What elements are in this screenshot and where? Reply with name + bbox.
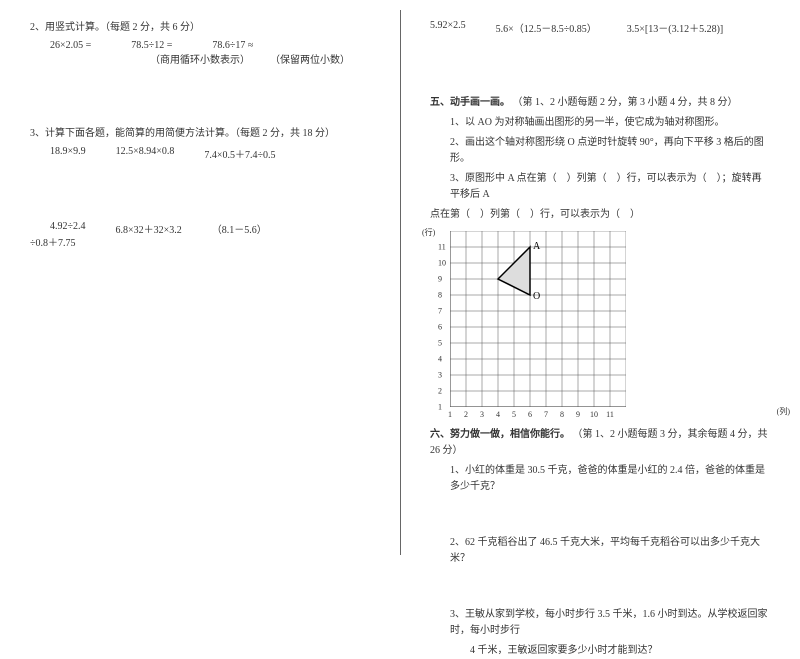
s5-item-3a: 3、原图形中 A 点在第（ ）列第（ ）行，可以表示为（ ）；旋转再平移后 A xyxy=(430,171,770,203)
x-label-10: 10 xyxy=(590,410,598,419)
q3-r2-2: 6.8×32＋32×3.2 xyxy=(116,221,182,236)
top-expr-1: 5.92×2.5 xyxy=(430,20,466,35)
right-column: 5.92×2.5 5.6×（12.5－8.5÷0.85） 3.5×[13－(3.… xyxy=(400,0,800,565)
x-label-3: 3 xyxy=(480,410,484,419)
q3-title: 3、计算下面各题，能简算的用简便方法计算。（每题 2 分，共 18 分） xyxy=(30,126,370,142)
svg-text:A: A xyxy=(533,241,541,252)
x-label-8: 8 xyxy=(560,410,564,419)
s6-item-1: 1、小红的体重是 30.5 千克，爸爸的体重是小红的 2.4 倍，爸爸的体重是多… xyxy=(430,463,770,495)
grid-svg: AO xyxy=(450,231,626,407)
y-label-11: 11 xyxy=(438,243,446,252)
x-label-5: 5 xyxy=(512,410,516,419)
s5-title: 五、动手画一画。 xyxy=(430,97,510,108)
top-expr-2: 5.6×（12.5－8.5÷0.85） xyxy=(496,20,597,35)
q2-item-3: 78.6÷17 ≈ xyxy=(212,40,253,51)
q3-r2-1: 4.92÷2.4 xyxy=(50,221,86,236)
coordinate-grid: (行) AO (列) 1234567891011 1234567891011 xyxy=(450,231,770,407)
s5-item-3b: 点在第（ ）列第（ ）行，可以表示为（ ） xyxy=(430,207,770,223)
s5-item-2: 2、画出这个轴对称图形绕 O 点逆时针旋转 90°，再向下平移 3 格后的图形。 xyxy=(430,135,770,167)
y-label-5: 5 xyxy=(438,339,442,348)
y-label-3: 3 xyxy=(438,371,442,380)
y-label-2: 2 xyxy=(438,387,442,396)
y-label-9: 9 xyxy=(438,275,442,284)
y-label-7: 7 xyxy=(438,307,442,316)
x-label-9: 9 xyxy=(576,410,580,419)
q2-item-1: 26×2.05 = xyxy=(50,40,91,51)
y-label-10: 10 xyxy=(438,259,446,268)
q3-r2-3: （8.1－5.6） xyxy=(212,221,267,236)
q3-r1-3: 7.4×0.5＋7.4÷0.5 xyxy=(204,146,275,161)
s5-sub: （第 1、2 小题每题 2 分，第 3 小题 4 分，共 8 分） xyxy=(513,97,738,108)
top-expr-3: 3.5×[13－(3.12＋5.28)] xyxy=(627,20,723,35)
q2-note-2: （保留两位小数） xyxy=(270,51,350,66)
q3-r1-2: 12.5×8.94×0.8 xyxy=(116,146,175,161)
q2-item-2: 78.5÷12 = xyxy=(131,40,172,51)
x-label-2: 2 xyxy=(464,410,468,419)
y-axis-title: (行) xyxy=(422,227,435,238)
s6-item-3b: 4 千米，王敏返回家要多少小时才能到达？ xyxy=(430,643,770,659)
q3-r2-cont: ÷0.8＋7.75 xyxy=(30,236,370,252)
s5-item-1: 1、以 AO 为对称轴画出图形的另一半，使它成为轴对称图形。 xyxy=(430,115,770,131)
x-label-7: 7 xyxy=(544,410,548,419)
q3-r1-1: 18.9×9.9 xyxy=(50,146,86,161)
x-axis-title: (列) xyxy=(777,406,790,417)
y-label-8: 8 xyxy=(438,291,442,300)
x-label-6: 6 xyxy=(528,410,532,419)
q2-title: 2、用竖式计算。（每题 2 分，共 6 分） xyxy=(30,20,370,36)
y-label-6: 6 xyxy=(438,323,442,332)
y-label-4: 4 xyxy=(438,355,442,364)
x-label-4: 4 xyxy=(496,410,500,419)
left-column: 2、用竖式计算。（每题 2 分，共 6 分） 26×2.05 = 78.5÷12… xyxy=(0,0,400,565)
s6-item-2: 2、62 千克稻谷出了 46.5 千克大米，平均每千克稻谷可以出多少千克大米？ xyxy=(430,535,770,567)
s6-title: 六、努力做一做，相信你能行。 xyxy=(430,429,570,440)
s6-item-3a: 3、王敏从家到学校，每小时步行 3.5 千米，1.6 小时到达。从学校返回家时，… xyxy=(430,607,770,639)
svg-text:O: O xyxy=(533,291,540,302)
q2-note-1: （商用循环小数表示） xyxy=(150,51,250,66)
x-label-11: 11 xyxy=(606,410,614,419)
x-label-1: 1 xyxy=(448,410,452,419)
y-label-1: 1 xyxy=(438,403,442,412)
